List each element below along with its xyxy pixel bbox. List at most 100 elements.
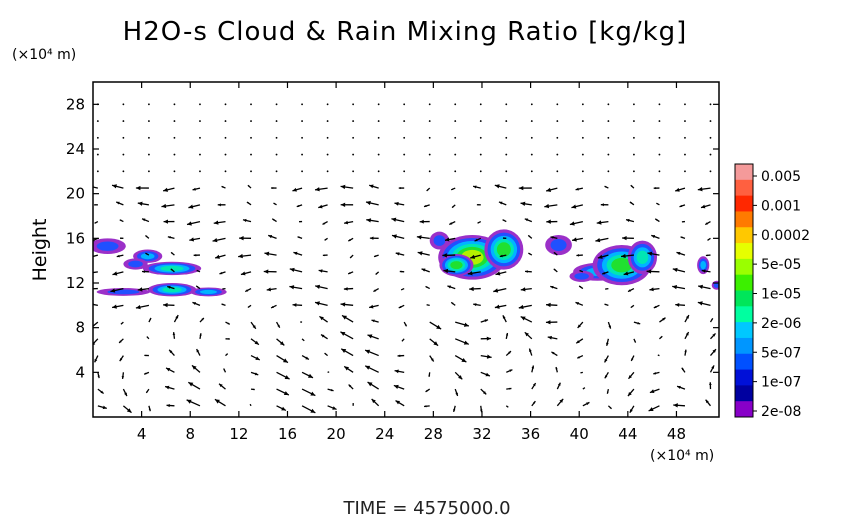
wind-arrowhead xyxy=(315,301,320,306)
wind-arrowhead xyxy=(365,365,371,370)
wind-arrowhead xyxy=(546,219,551,224)
wind-arrowhead xyxy=(175,315,179,319)
wind-arrowhead xyxy=(398,305,402,308)
wind-arrowhead xyxy=(250,404,251,406)
wind-dot xyxy=(684,170,686,173)
wind-dot xyxy=(556,136,559,139)
wind-dot xyxy=(709,136,712,139)
wind-arrowhead xyxy=(600,203,604,207)
wind-dot xyxy=(428,120,431,122)
wind-arrowhead xyxy=(350,256,352,259)
wind-arrowhead xyxy=(608,325,611,329)
wind-arrowhead xyxy=(494,184,500,189)
colorbar-swatch xyxy=(735,290,753,307)
wind-arrowhead xyxy=(495,271,501,276)
wind-dot xyxy=(684,136,686,139)
wind-arrowhead xyxy=(135,304,141,310)
wind-dot xyxy=(479,120,482,122)
colorbar-swatch xyxy=(735,179,753,197)
wind-dot xyxy=(250,103,252,106)
wind-arrowhead xyxy=(314,187,320,192)
wind-arrowhead xyxy=(201,317,204,321)
wind-arrow xyxy=(93,254,99,258)
wind-dot xyxy=(530,120,533,122)
wind-dot xyxy=(352,170,355,173)
cloud-patch xyxy=(611,257,633,273)
cloud-patch xyxy=(96,241,119,251)
wind-arrowhead xyxy=(186,399,192,404)
wind-arrowhead xyxy=(550,285,554,289)
wind-arrowhead xyxy=(628,375,632,379)
wind-arrowhead xyxy=(320,334,325,338)
wind-arrowhead xyxy=(557,382,561,386)
wind-arrowhead xyxy=(531,365,535,369)
wind-arrowhead xyxy=(318,204,323,209)
wind-arrowhead xyxy=(344,220,349,225)
wind-arrowhead xyxy=(352,403,354,405)
wind-arrowhead xyxy=(597,254,603,259)
wind-arrowhead xyxy=(426,189,429,191)
wind-dot xyxy=(479,170,482,173)
wind-arrowhead xyxy=(486,354,492,359)
wind-arrowhead xyxy=(189,237,195,242)
wind-dot xyxy=(403,120,406,122)
wind-arrowhead xyxy=(461,357,467,363)
wind-dot xyxy=(224,103,227,106)
wind-arrowhead xyxy=(681,367,684,371)
wind-arrowhead xyxy=(675,303,680,307)
wind-dot xyxy=(96,170,99,173)
wind-arrowhead xyxy=(622,235,627,241)
wind-arrowhead xyxy=(684,349,687,353)
y-tick-label: 12 xyxy=(66,274,85,292)
wind-arrowhead xyxy=(473,303,477,307)
wind-dot xyxy=(556,153,559,156)
colorbar-swatch xyxy=(735,353,753,371)
wind-dot xyxy=(479,103,482,106)
x-axis: 4 8 12 16 20 24 28 32 36 40 44 48 xyxy=(137,82,686,443)
wind-arrowhead xyxy=(199,333,202,336)
plot-frame xyxy=(92,81,720,418)
cloud-patch xyxy=(574,272,589,280)
wind-arrowhead xyxy=(167,285,171,289)
wind-arrowhead xyxy=(340,302,346,307)
wind-arrowhead xyxy=(146,336,149,338)
wind-arrowhead xyxy=(227,322,230,325)
wind-arrowhead xyxy=(605,288,607,290)
wind-arrowhead xyxy=(493,288,499,293)
wind-arrowhead xyxy=(112,304,117,309)
wind-arrowhead xyxy=(398,187,401,190)
wind-arrowhead xyxy=(677,385,681,389)
wind-arrowhead xyxy=(371,399,376,404)
wind-dot xyxy=(607,153,610,156)
wind-dot xyxy=(454,136,457,139)
wind-dot xyxy=(505,136,508,139)
colorbar: 0.005 0.001 0.0002 5e-05 1e-05 2e-06 5e-07 1e-0… xyxy=(734,163,810,420)
wind-dot xyxy=(403,153,406,156)
wind-arrowhead xyxy=(433,341,439,346)
wind-arrowhead xyxy=(142,218,146,222)
wind-arrowhead xyxy=(711,318,713,321)
wind-dot xyxy=(607,170,610,173)
wind-dot xyxy=(607,136,610,139)
wind-arrowhead xyxy=(482,391,487,395)
wind-arrowhead xyxy=(165,385,170,390)
wind-arrowhead xyxy=(532,383,536,387)
wind-vectors xyxy=(93,103,717,414)
wind-arrowhead xyxy=(297,236,300,239)
wind-dot xyxy=(122,170,125,173)
wind-dot xyxy=(122,103,125,106)
wind-dot xyxy=(684,120,686,122)
wind-arrowhead xyxy=(533,401,536,404)
wind-arrowhead xyxy=(653,372,657,375)
wind-arrowhead xyxy=(242,218,247,223)
wind-arrowhead xyxy=(268,234,273,239)
wind-dot xyxy=(301,136,303,139)
colorbar-swatch xyxy=(735,164,753,181)
wind-arrowhead xyxy=(271,305,274,308)
wind-dot xyxy=(377,120,380,122)
wind-arrowhead xyxy=(196,270,199,272)
wind-dot xyxy=(581,136,584,139)
x-tick-label: 20 xyxy=(327,425,346,443)
wind-dot xyxy=(633,120,635,122)
wind-arrowhead xyxy=(112,184,117,189)
